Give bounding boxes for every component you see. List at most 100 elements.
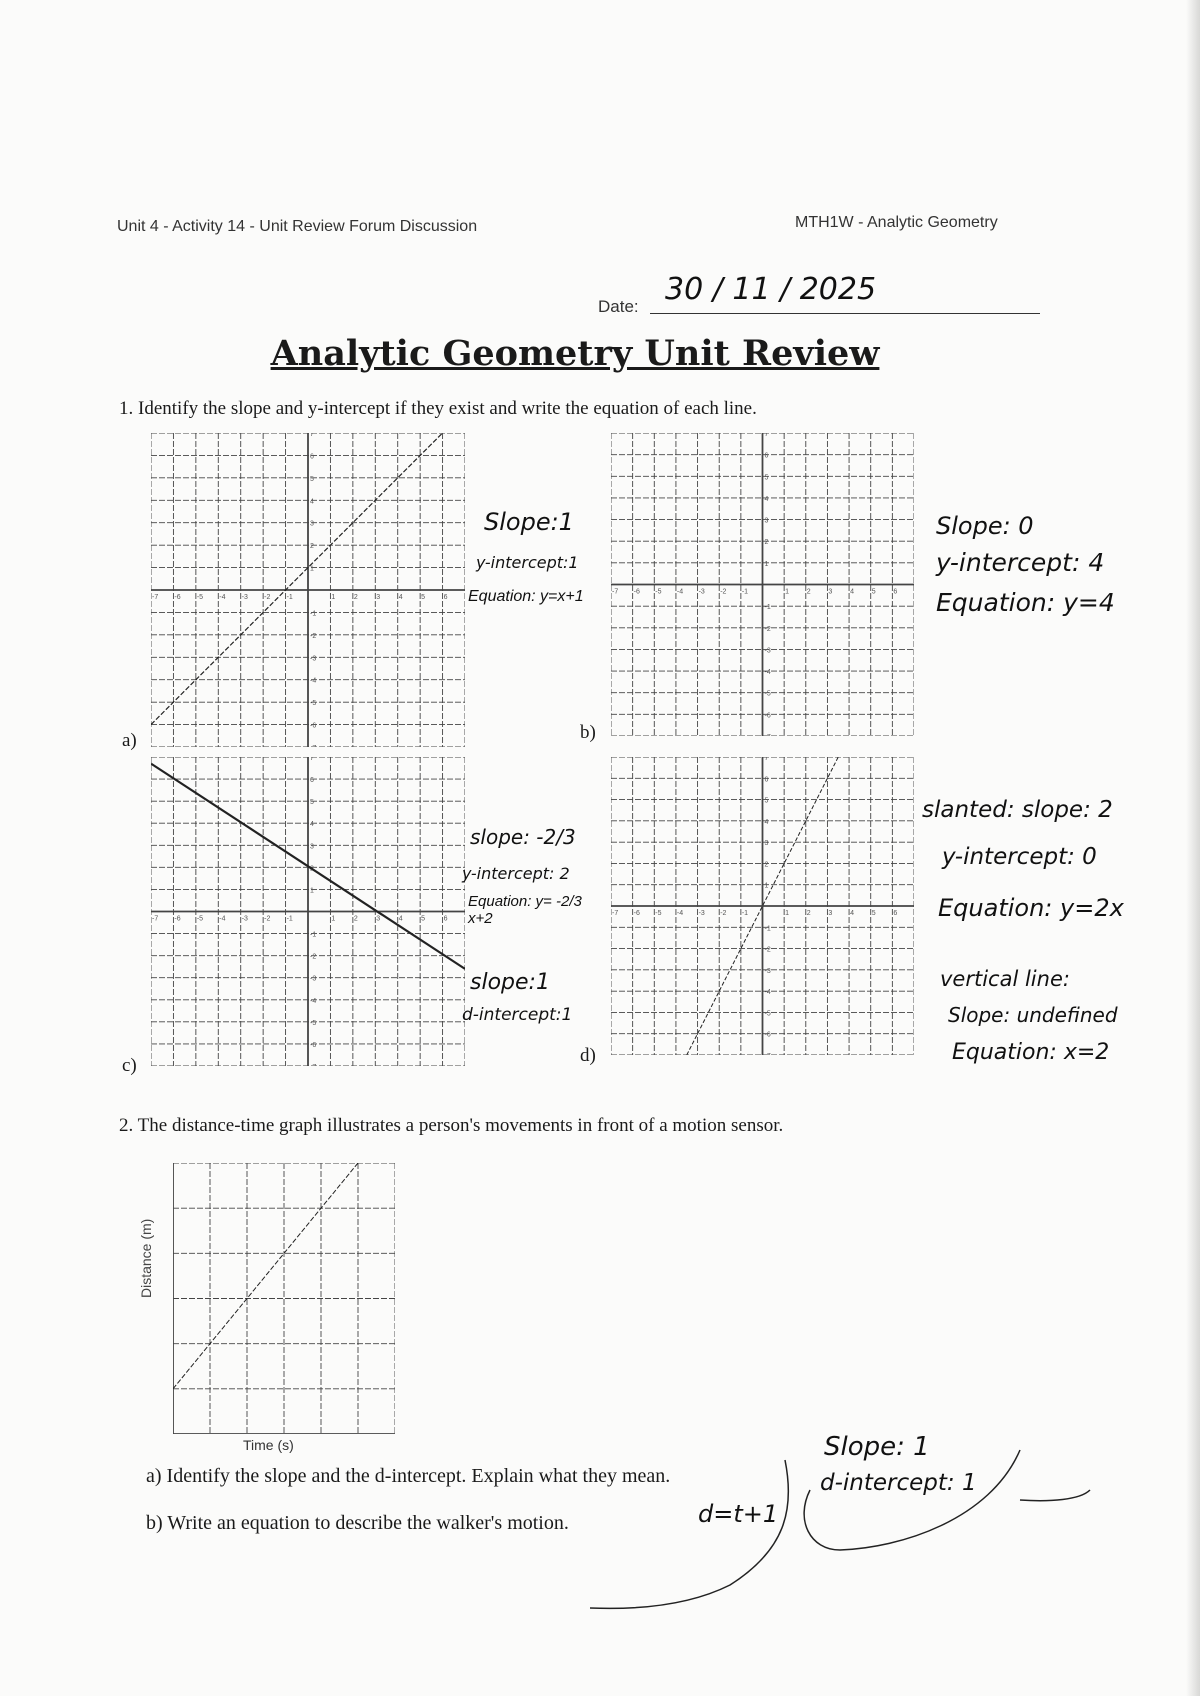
scan-edge-shadow — [1186, 0, 1200, 1696]
y-tick-label: 1 — [765, 561, 769, 568]
answer-a-intercept: y-intercept:1 — [476, 553, 579, 572]
x-tick-label: -1 — [742, 910, 748, 917]
x-tick-label: -2 — [720, 589, 726, 596]
answer-b-slope: Slope: 0 — [936, 512, 1034, 540]
x-tick-label: -4 — [219, 916, 225, 923]
plotted-line — [686, 757, 839, 1055]
y-tick-label: -7 — [765, 1053, 771, 1055]
answer-2a-slope: Slope: 1 — [824, 1432, 930, 1462]
y-tick-label: 6 — [765, 453, 769, 460]
plotted-line — [151, 433, 443, 725]
x-tick-label: 5 — [421, 594, 425, 601]
header-course: MTH1W - Analytic Geometry — [795, 214, 998, 231]
x-tick-label: -2 — [264, 916, 270, 923]
date-line — [650, 313, 1040, 314]
graph-xlabel: Time (s) — [243, 1437, 294, 1453]
y-tick-label: -3 — [765, 647, 771, 654]
graph-d-label: d) — [580, 1045, 596, 1066]
answer-d-equation: Equation: y=2x — [938, 894, 1124, 922]
answer-d-intercept: y-intercept: 0 — [942, 844, 1097, 870]
graph-c-label: c) — [122, 1055, 137, 1076]
x-tick-label: 5 — [421, 916, 425, 923]
date-value: 30 / 11 / 2025 — [665, 272, 877, 307]
x-tick-label: 6 — [893, 589, 897, 596]
x-tick-label: -6 — [634, 589, 640, 596]
y-tick-label: -2 — [765, 947, 771, 954]
y-tick-label: -1 — [310, 610, 316, 617]
y-tick-label: 4 — [310, 498, 314, 505]
answer-c-intercept: y-intercept: 2 — [462, 864, 570, 883]
y-tick-label: -6 — [765, 712, 771, 719]
graph-d: -7 -6 -5 -4 -3 -2 -1 1 2 3 4 5 6 7 -7 -6 -5 -4 -3 -2 -1 1 2 3 4 5… — [611, 757, 914, 1055]
x-tick-label: 5 — [872, 910, 876, 917]
y-tick-label: 7 — [765, 757, 769, 762]
x-tick-label: 1 — [331, 916, 335, 923]
x-tick-label: 3 — [828, 589, 832, 596]
answer-2b-equation: d=t+1 — [698, 1500, 779, 1528]
answer-a-equation: Equation: y=x+1 — [468, 588, 584, 605]
y-tick-label: -1 — [765, 604, 771, 611]
x-tick-label: -2 — [264, 594, 270, 601]
y-tick-label: -6 — [310, 723, 316, 730]
answer-c-slope: slope: -2/3 — [470, 825, 576, 849]
y-tick-label: 6 — [310, 777, 314, 784]
y-tick-label: 1 — [310, 566, 314, 573]
y-tick-label: 4 — [765, 819, 769, 826]
question-2-text: 2. The distance-time graph illustrates a… — [119, 1115, 784, 1136]
y-tick-label: 7 — [310, 433, 314, 438]
answer-c-equation: Equation: y= -2/3 x+2 — [468, 893, 582, 928]
y-tick-label: 5 — [310, 476, 314, 483]
graph-a-label: a) — [122, 730, 137, 751]
y-tick-label: -6 — [310, 1042, 316, 1049]
x-tick-label: -5 — [197, 594, 203, 601]
answer-d-slope: slanted: slope: 2 — [922, 797, 1113, 823]
answer-b-intercept: y-intercept: 4 — [936, 548, 1105, 577]
x-tick-label: -1 — [287, 594, 293, 601]
x-tick-label: -7 — [152, 594, 158, 601]
y-tick-label: -6 — [765, 1032, 771, 1039]
y-tick-label: -3 — [310, 655, 316, 662]
y-tick-label: 2 — [765, 861, 769, 868]
x-tick-label: -7 — [612, 910, 618, 917]
graph-b-label: b) — [580, 722, 596, 743]
graph-c: -7-6-5-4-3-2-11234567-7-6-5-4-3-2-112345… — [151, 757, 465, 1066]
y-tick-label: -7 — [765, 734, 771, 736]
y-tick-label: -7 — [310, 745, 316, 747]
y-tick-label: 4 — [765, 496, 769, 503]
y-tick-label: 3 — [310, 843, 314, 850]
x-tick-label: 4 — [850, 910, 854, 917]
y-tick-label: 6 — [765, 776, 769, 783]
x-tick-label: 2 — [354, 916, 358, 923]
answer-c-extra-slope: slope:1 — [470, 970, 550, 995]
distance-time-graph: 0123456123456 — [173, 1163, 395, 1434]
y-tick-label: -5 — [310, 1020, 316, 1027]
x-tick-label: 2 — [354, 594, 358, 601]
y-tick-label: 4 — [310, 821, 314, 828]
x-tick-label: -6 — [174, 594, 180, 601]
x-tick-label: -5 — [655, 589, 661, 596]
question-2b-text: b) Write an equation to describe the wal… — [146, 1512, 569, 1534]
x-tick-label: -4 — [677, 589, 683, 596]
page-title: Analytic Geometry Unit Review — [270, 333, 880, 374]
y-tick-label: -4 — [310, 678, 316, 685]
handwritten-bracket-strokes — [589, 1449, 1091, 1610]
y-tick-label: -2 — [310, 954, 316, 961]
x-tick-label: 1 — [785, 589, 789, 596]
answer-d-vertical-slope: Slope: undefined — [948, 1003, 1118, 1027]
x-tick-label: -4 — [677, 910, 683, 917]
x-tick-label: 1 — [785, 910, 789, 917]
plotted-line — [173, 1163, 359, 1390]
y-tick-label: 5 — [310, 799, 314, 806]
answer-2a-intercept: d-intercept: 1 — [820, 1470, 977, 1496]
x-tick-label: -2 — [720, 910, 726, 917]
x-tick-label: -7 — [152, 916, 158, 923]
graph-a: -7 -6 -5 -4 -3 -2 -1 1 2 3 4 5 6 7 -7 -6 -5 -4 -3 -2 -1 1 2 3 4 5… — [151, 433, 465, 747]
x-tick-label: -5 — [655, 910, 661, 917]
x-tick-label: 3 — [828, 910, 832, 917]
plotted-line — [151, 762, 465, 970]
x-tick-label: 6 — [444, 594, 448, 601]
answer-c-extra-intercept: d-intercept:1 — [462, 1005, 573, 1025]
x-tick-label: -3 — [699, 589, 705, 596]
x-tick-label: -3 — [242, 594, 248, 601]
x-tick-label: 3 — [376, 594, 380, 601]
